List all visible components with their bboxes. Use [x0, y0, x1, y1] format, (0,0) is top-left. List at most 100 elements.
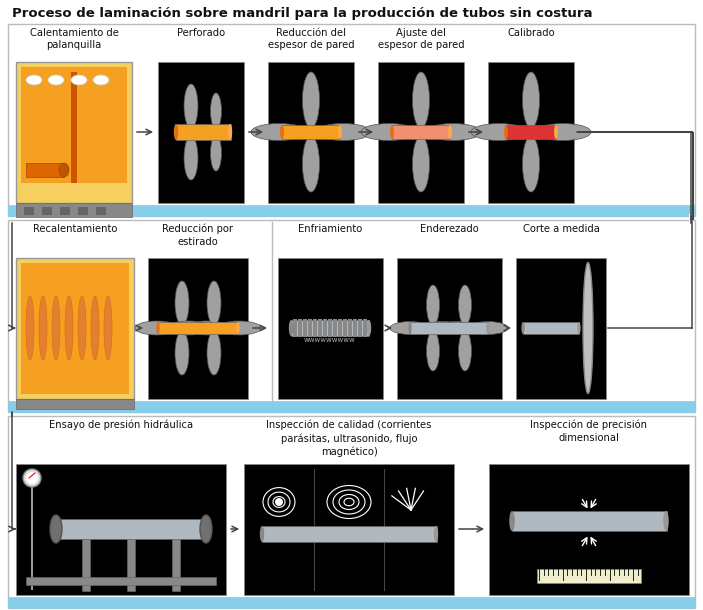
Bar: [523, 322, 579, 334]
Bar: [8, 24, 695, 216]
Text: Enfriamiento: Enfriamiento: [298, 224, 362, 234]
Ellipse shape: [175, 127, 187, 137]
Ellipse shape: [203, 519, 209, 539]
Bar: [26, 163, 64, 177]
Ellipse shape: [361, 123, 417, 140]
Bar: [410, 322, 488, 334]
Text: Recalentamiento: Recalentamiento: [33, 224, 117, 234]
Bar: [323, 319, 327, 337]
Bar: [8, 401, 695, 412]
Ellipse shape: [577, 322, 581, 334]
Bar: [489, 464, 689, 595]
Bar: [16, 203, 132, 217]
Bar: [488, 62, 574, 203]
Bar: [343, 319, 347, 337]
Bar: [378, 62, 464, 203]
Ellipse shape: [210, 93, 221, 129]
Bar: [21, 67, 127, 183]
Bar: [127, 539, 135, 591]
Ellipse shape: [413, 136, 430, 192]
Bar: [578, 131, 693, 133]
Text: Inspección de calidad (corrientes
parásitas, ultrasonido, flujo
magnético): Inspección de calidad (corrientes parási…: [266, 420, 432, 457]
Bar: [71, 72, 77, 183]
Text: Calentamiento de
palanquilla: Calentamiento de palanquilla: [30, 28, 118, 51]
Bar: [298, 319, 302, 337]
Ellipse shape: [583, 262, 593, 393]
Ellipse shape: [50, 515, 62, 543]
Circle shape: [275, 498, 283, 506]
Ellipse shape: [156, 322, 160, 334]
Bar: [16, 399, 134, 409]
Bar: [60, 207, 70, 215]
Ellipse shape: [251, 123, 307, 140]
Ellipse shape: [39, 296, 47, 360]
Ellipse shape: [302, 72, 319, 128]
Ellipse shape: [26, 75, 42, 85]
Ellipse shape: [427, 331, 439, 371]
Ellipse shape: [289, 320, 293, 336]
Bar: [291, 320, 369, 336]
Ellipse shape: [390, 125, 394, 139]
Ellipse shape: [522, 72, 539, 128]
Text: Reducción por
estirado: Reducción por estirado: [162, 224, 233, 247]
Ellipse shape: [448, 125, 452, 139]
Text: wwwwwwwww: wwwwwwwww: [304, 337, 356, 343]
Bar: [353, 319, 357, 337]
Ellipse shape: [91, 296, 99, 360]
Bar: [24, 207, 34, 215]
Text: Reducción del
espesor de pared: Reducción del espesor de pared: [268, 28, 354, 51]
Bar: [8, 597, 695, 608]
Bar: [328, 319, 332, 337]
Bar: [308, 319, 312, 337]
Bar: [56, 519, 206, 539]
Circle shape: [23, 469, 41, 487]
Text: Enderezado: Enderezado: [420, 224, 478, 234]
Bar: [397, 258, 502, 399]
Bar: [8, 220, 695, 412]
Ellipse shape: [427, 285, 439, 325]
Ellipse shape: [207, 331, 221, 375]
Ellipse shape: [260, 526, 264, 542]
Ellipse shape: [280, 125, 284, 139]
Bar: [148, 258, 248, 399]
Text: Ensayo de presión hidráulica: Ensayo de presión hidráulica: [49, 420, 193, 431]
Ellipse shape: [93, 75, 109, 85]
Bar: [303, 319, 307, 337]
Bar: [78, 207, 88, 215]
Bar: [244, 464, 454, 595]
Text: Calibrado: Calibrado: [507, 28, 555, 38]
Ellipse shape: [26, 296, 34, 360]
Ellipse shape: [104, 296, 112, 360]
Ellipse shape: [236, 322, 240, 334]
Bar: [333, 319, 337, 337]
Ellipse shape: [210, 135, 221, 171]
Bar: [158, 322, 238, 334]
Ellipse shape: [663, 511, 669, 531]
Bar: [338, 319, 342, 337]
Ellipse shape: [217, 321, 261, 335]
Text: Proceso de laminación sobre mandril para la producción de tubos sin costura: Proceso de laminación sobre mandril para…: [12, 7, 593, 20]
Ellipse shape: [367, 320, 371, 336]
Bar: [282, 125, 340, 139]
Ellipse shape: [52, 296, 60, 360]
Ellipse shape: [535, 123, 591, 140]
Ellipse shape: [200, 515, 212, 543]
Bar: [16, 258, 134, 399]
Bar: [8, 205, 695, 216]
Text: Perforado: Perforado: [177, 28, 225, 38]
Ellipse shape: [504, 125, 508, 139]
Bar: [8, 416, 695, 608]
Bar: [318, 319, 322, 337]
Ellipse shape: [390, 321, 430, 334]
Ellipse shape: [302, 136, 319, 192]
Ellipse shape: [185, 321, 229, 335]
Circle shape: [26, 472, 38, 484]
Ellipse shape: [135, 321, 179, 335]
Bar: [16, 464, 226, 595]
Ellipse shape: [509, 511, 515, 531]
Bar: [392, 125, 450, 139]
Ellipse shape: [408, 322, 412, 334]
Bar: [692, 132, 694, 220]
Bar: [268, 62, 354, 203]
Ellipse shape: [207, 281, 221, 325]
